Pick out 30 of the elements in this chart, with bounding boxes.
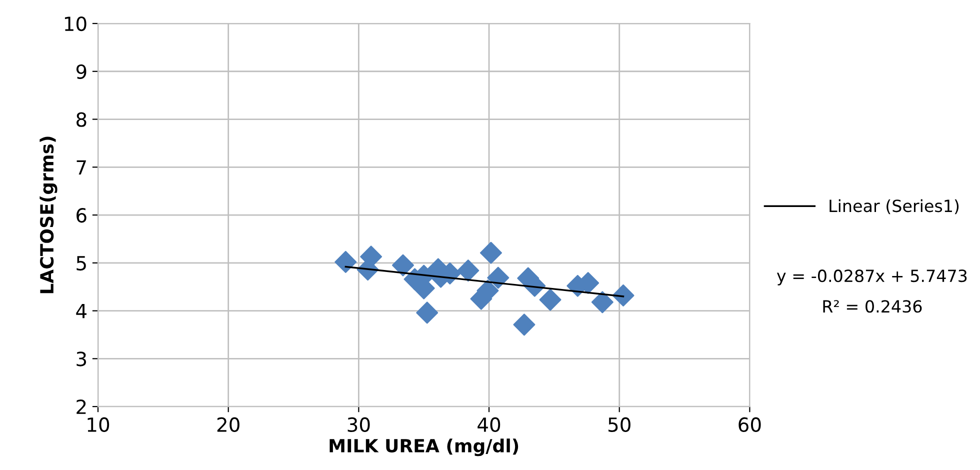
y-tick-label: 4 <box>76 304 86 318</box>
y-tick-label: 3 <box>76 352 86 366</box>
point <box>457 260 480 282</box>
y-tick-label: 5 <box>76 256 86 271</box>
y-tick-label: 9 <box>76 64 86 80</box>
x-tick-label: 10 <box>88 417 110 432</box>
x-tick-label: 40 <box>478 417 500 432</box>
point <box>392 254 414 276</box>
y-tick-label: 8 <box>76 112 86 127</box>
point <box>612 284 634 306</box>
x-tick-label: 50 <box>608 417 630 432</box>
text: y = -0.0287x + 5.7473 <box>776 270 967 286</box>
y-tick-label: 6 <box>76 208 86 223</box>
x-tick-label: 30 <box>348 417 370 432</box>
point <box>487 266 510 289</box>
x-tick-label: 20 <box>217 417 240 432</box>
y-tick-label: 7 <box>76 160 86 175</box>
y-axis-title: LACTOSE(grms) <box>40 136 58 294</box>
text: R² = 0.2436 <box>823 300 922 313</box>
y-tick-label: 2 <box>76 400 86 414</box>
point <box>480 242 502 264</box>
point <box>539 288 562 311</box>
point <box>591 291 614 314</box>
x-axis-title: MILK UREA (mg/dl) <box>330 438 518 456</box>
x-tick-label: 60 <box>738 417 761 432</box>
point <box>334 250 357 273</box>
legend-label: Linear (Series1) <box>830 199 959 214</box>
y-tick-label: 10 <box>64 16 86 32</box>
point <box>416 302 438 324</box>
point <box>513 314 536 336</box>
